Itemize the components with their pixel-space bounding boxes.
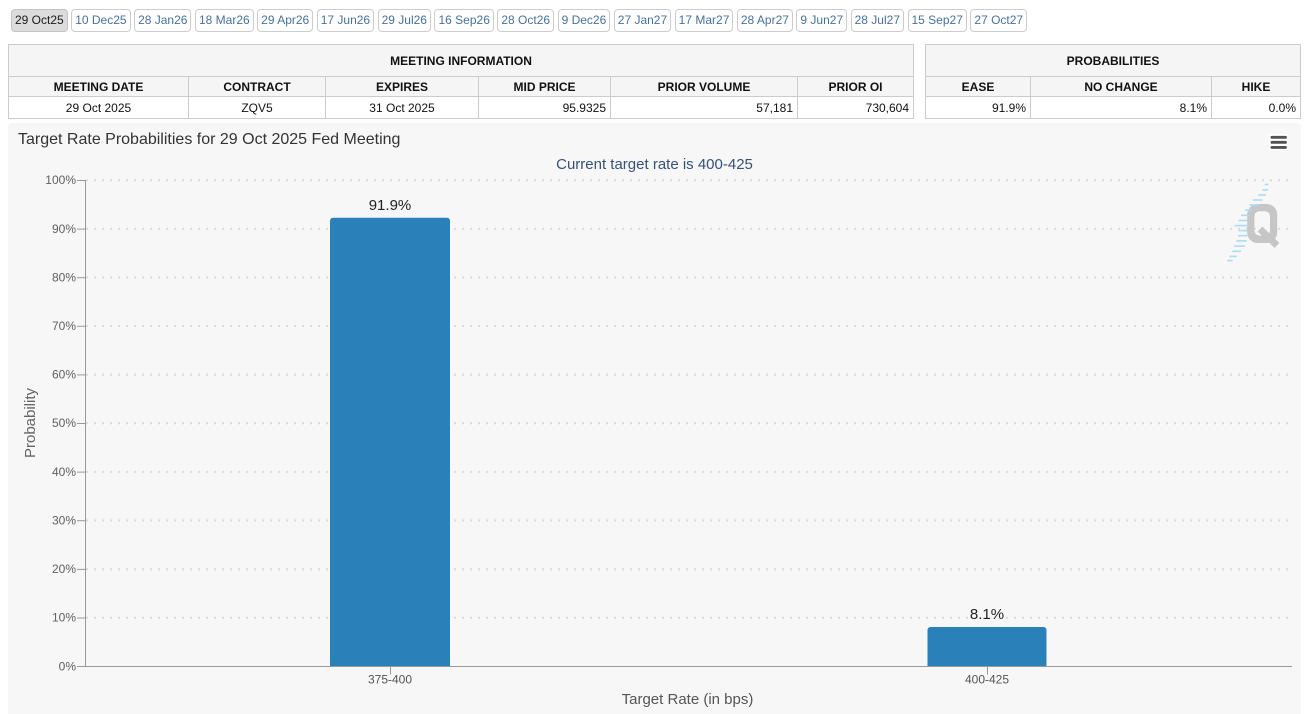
svg-text:10%: 10% <box>52 611 76 625</box>
svg-text:375-400: 375-400 <box>368 673 412 687</box>
svg-text:90%: 90% <box>52 222 76 236</box>
svg-text:400-425: 400-425 <box>965 673 1009 687</box>
svg-text:80%: 80% <box>52 270 76 284</box>
svg-text:50%: 50% <box>52 416 76 430</box>
svg-text:40%: 40% <box>52 465 76 479</box>
svg-text:20%: 20% <box>52 562 76 576</box>
svg-text:60%: 60% <box>52 368 76 382</box>
svg-text:100%: 100% <box>45 173 76 187</box>
svg-text:30%: 30% <box>52 513 76 527</box>
svg-text:Target Rate (in bps): Target Rate (in bps) <box>622 691 754 708</box>
svg-text:8.1%: 8.1% <box>970 606 1004 623</box>
svg-text:70%: 70% <box>52 319 76 333</box>
svg-text:0%: 0% <box>59 659 77 673</box>
svg-text:Probability: Probability <box>22 387 39 458</box>
svg-text:91.9%: 91.9% <box>369 197 412 214</box>
